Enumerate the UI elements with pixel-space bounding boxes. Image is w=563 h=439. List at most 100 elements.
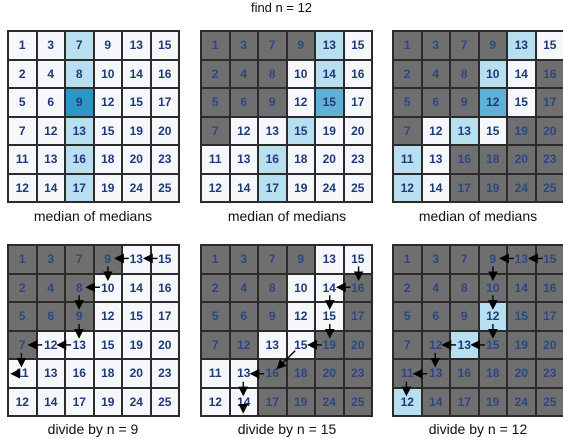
grid-cell: 7 <box>8 116 37 145</box>
grid-cell: 13 <box>450 330 479 359</box>
grid-cell: 15 <box>507 302 536 331</box>
grid-cell: 15 <box>122 88 151 117</box>
grid-cell: 17 <box>65 387 94 416</box>
grid-cell: 16 <box>450 359 479 388</box>
grid-cell: 13 <box>315 245 344 274</box>
grid-cell: 15 <box>93 330 122 359</box>
grid-cell: 12 <box>8 387 37 416</box>
grid-cell: 13 <box>450 116 479 145</box>
grid-cell: 19 <box>93 173 122 202</box>
grid-cell: 2 <box>393 273 422 302</box>
grid-cell: 17 <box>535 88 563 117</box>
grid-cell: 19 <box>507 330 536 359</box>
grid-cell: 15 <box>478 116 507 145</box>
grid-cell: 12 <box>421 116 450 145</box>
grid-cell: 17 <box>258 173 287 202</box>
grid-cell: 14 <box>507 59 536 88</box>
grid-cell: 19 <box>507 116 536 145</box>
grid-cell: 25 <box>535 387 563 416</box>
grid-cell: 2 <box>8 273 37 302</box>
grid-cell: 20 <box>150 116 179 145</box>
grid-cell: 7 <box>393 330 422 359</box>
grid-cell: 10 <box>478 273 507 302</box>
grid-cell: 1 <box>393 245 422 274</box>
grid-cell: 10 <box>478 59 507 88</box>
grid-cell: 13 <box>229 359 258 388</box>
grid-cell: 12 <box>36 330 65 359</box>
grid-cell: 5 <box>201 88 230 117</box>
grid-cell: 6 <box>36 302 65 331</box>
grid-cell: 9 <box>478 245 507 274</box>
grid-cell: 20 <box>507 359 536 388</box>
caption-panel-2: median of medians <box>227 208 347 224</box>
grid-cell: 14 <box>421 173 450 202</box>
grid-cell: 1 <box>393 31 422 60</box>
caption-panel-4: divide by n = 9 <box>47 421 139 437</box>
grid-cell: 24 <box>122 387 151 416</box>
grid-cell: 6 <box>421 302 450 331</box>
grid-cell: 13 <box>507 245 536 274</box>
grid-cell: 20 <box>535 330 563 359</box>
grid-cell: 15 <box>315 88 344 117</box>
grid-cell: 24 <box>122 173 151 202</box>
number-grid: 1 3 7 9 13 15 2 4 8 10 14 16 5 6 9 12 15 17 7 12 13 15 19 20 11 1… <box>200 30 373 203</box>
grid-cell: 7 <box>65 31 94 60</box>
grid-cell: 13 <box>229 145 258 174</box>
grid-cell: 11 <box>393 359 422 388</box>
grid-cell: 15 <box>343 31 372 60</box>
grid-cell: 17 <box>343 302 372 331</box>
grid-cell: 7 <box>201 330 230 359</box>
grid-cell: 25 <box>343 387 372 416</box>
grid-cell: 13 <box>122 245 151 274</box>
grid-cell: 6 <box>229 302 258 331</box>
grid-cell: 12 <box>36 116 65 145</box>
grid-cell: 1 <box>201 245 230 274</box>
grid-cell: 13 <box>421 145 450 174</box>
grid-cell: 16 <box>150 59 179 88</box>
grid-cell: 5 <box>393 88 422 117</box>
caption-panel-5: divide by n = 15 <box>237 421 337 437</box>
panel-4: 1 3 7 9 13 15 2 4 8 10 14 16 5 6 9 12 15 17 7 12 13 15 19 20 11 1… <box>7 244 180 417</box>
grid-cell: 3 <box>229 245 258 274</box>
grid-cell: 23 <box>343 359 372 388</box>
grid-cell: 18 <box>93 359 122 388</box>
grid-cell: 12 <box>93 302 122 331</box>
grid-cell: 13 <box>421 359 450 388</box>
grid-cell: 12 <box>229 116 258 145</box>
panel-2: 1 3 7 9 13 15 2 4 8 10 14 16 5 6 9 12 15 17 7 12 13 15 19 20 11 1… <box>200 30 373 203</box>
number-grid: 1 3 7 9 13 15 2 4 8 10 14 16 5 6 9 12 15 17 7 12 13 15 19 20 11 1… <box>7 30 180 203</box>
grid-cell: 15 <box>315 302 344 331</box>
grid-cell: 12 <box>93 88 122 117</box>
grid-cell: 4 <box>229 59 258 88</box>
grid-cell: 11 <box>201 145 230 174</box>
grid-cell: 20 <box>150 330 179 359</box>
grid-cell: 2 <box>201 59 230 88</box>
grid-cell: 17 <box>150 302 179 331</box>
grid-cell: 8 <box>258 59 287 88</box>
caption-panel-6: divide by n = 12 <box>428 421 528 437</box>
grid-cell: 12 <box>286 302 315 331</box>
grid-cell: 20 <box>343 330 372 359</box>
grid-cell: 19 <box>286 387 315 416</box>
grid-cell: 23 <box>535 145 563 174</box>
grid-cell: 7 <box>258 245 287 274</box>
grid-cell: 20 <box>315 145 344 174</box>
grid-cell: 14 <box>122 59 151 88</box>
grid-cell: 14 <box>315 59 344 88</box>
grid-cell: 16 <box>258 145 287 174</box>
grid-cell: 23 <box>150 359 179 388</box>
grid-cell: 9 <box>286 245 315 274</box>
grid-cell: 11 <box>201 359 230 388</box>
grid-cell: 11 <box>393 145 422 174</box>
grid-cell: 20 <box>535 116 563 145</box>
grid-cell: 15 <box>343 245 372 274</box>
grid-cell: 8 <box>258 273 287 302</box>
grid-cell: 18 <box>478 145 507 174</box>
grid-cell: 20 <box>507 145 536 174</box>
grid-cell: 12 <box>478 302 507 331</box>
grid-cell: 16 <box>535 59 563 88</box>
number-grid: 1 3 7 9 13 15 2 4 8 10 14 16 5 6 9 12 15 17 7 12 13 15 19 20 11 1… <box>200 244 373 417</box>
grid-cell: 3 <box>36 245 65 274</box>
number-grid: 1 3 7 9 13 15 2 4 8 10 14 16 5 6 9 12 15 17 7 12 13 15 19 20 11 1… <box>392 244 563 417</box>
grid-cell: 1 <box>8 31 37 60</box>
